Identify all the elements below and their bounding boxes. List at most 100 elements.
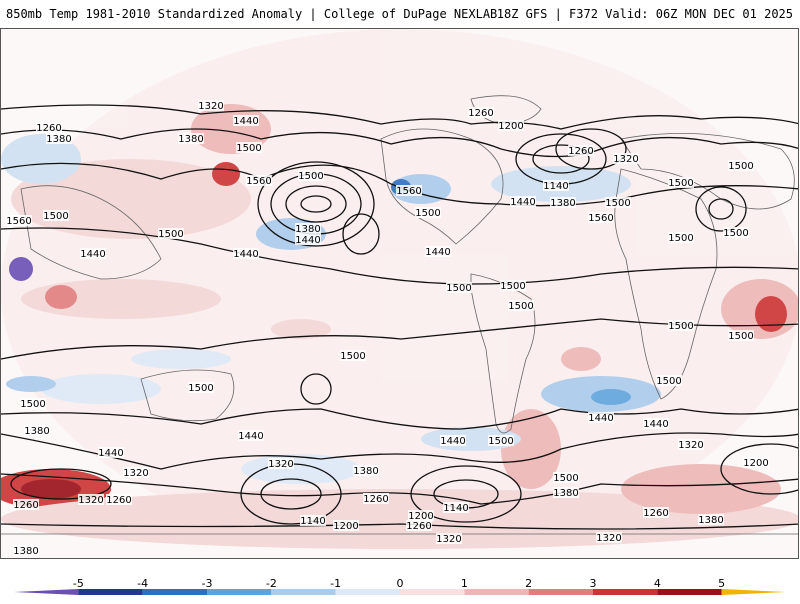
contour-label-bg [613, 153, 639, 164]
contour-label-bg [543, 180, 569, 191]
color-scale-segment [400, 589, 465, 595]
contour-label: 1500 [188, 383, 213, 394]
contour-label-bg [468, 107, 494, 118]
contour-label: 1440 [233, 249, 258, 260]
color-scale-tick-label: 5 [718, 577, 726, 590]
contour-label: 1380 [13, 546, 38, 557]
color-scale-segment [528, 589, 593, 595]
contour-label: 1500 [728, 161, 753, 172]
contour-label: 1500 [668, 321, 693, 332]
contour-label: 1500 [723, 228, 748, 239]
contour-label-bg [743, 457, 769, 468]
contour-label-bg [6, 215, 32, 226]
contour-label: 1500 [668, 178, 693, 189]
contour-label-bg [443, 502, 469, 513]
contour-label-bg [550, 197, 576, 208]
contour-label: 1320 [198, 101, 223, 112]
color-scale-tick-label: 4 [653, 577, 661, 590]
contour-label-bg [20, 398, 46, 409]
contour-label-bg [178, 133, 204, 144]
contour-label-bg [363, 493, 389, 504]
contour-label-bg [510, 196, 536, 207]
contour-label-bg [436, 533, 462, 544]
contour-label: 1200 [333, 521, 358, 532]
contour-label-bg [198, 100, 224, 111]
color-scale-segment [335, 589, 400, 595]
contour-label-bg [446, 282, 472, 293]
color-scale-bar [14, 589, 786, 595]
contour-label-bg [396, 185, 422, 196]
contour-label: 1320 [678, 440, 703, 451]
map-panel[interactable]: 1320 1440 1260 1380 1380 1500 1560 1500 1560 1500… [0, 28, 799, 559]
contour-label: 1200 [743, 458, 768, 469]
contour-label: 1440 [98, 448, 123, 459]
color-scale-segment [721, 589, 786, 595]
contour-label-bg [728, 160, 754, 171]
contour-label-bg [106, 494, 132, 505]
color-scale-tick-label: -4 [137, 577, 149, 590]
contour-label-bg [408, 510, 434, 521]
contour-label-bg [643, 418, 669, 429]
contour-label: 1260 [406, 521, 431, 532]
contour-label: 1500 [446, 283, 471, 294]
contour-label: 1440 [80, 249, 105, 260]
color-scale-tick-label: -2 [265, 577, 277, 590]
color-scale-segment [657, 589, 722, 595]
contour-label: 1140 [300, 516, 325, 527]
contour-label-bg [406, 520, 432, 531]
contour-label-bg [43, 210, 69, 221]
contour-label: 1440 [440, 436, 465, 447]
contour-label: 1500 [668, 233, 693, 244]
contour-label: 1500 [20, 399, 45, 410]
contour-label-bg [13, 545, 39, 556]
contour-label-bg [588, 212, 614, 223]
contour-label-bg [353, 465, 379, 476]
contour-label: 1500 [298, 171, 323, 182]
contour-label-bg [340, 350, 366, 361]
contour-label: 1380 [46, 134, 71, 145]
contour-label-bg [415, 207, 441, 218]
contour-label-bg [24, 425, 50, 436]
contour-label: 1500 [415, 208, 440, 219]
contour-label-bg [723, 227, 749, 238]
contour-label-bg [78, 494, 104, 505]
contour-label-bg [268, 458, 294, 469]
contour-label: 1320 [613, 154, 638, 165]
anomaly-shading [1, 29, 798, 549]
contour-label-bg [233, 115, 259, 126]
continent-outlines [1, 95, 798, 535]
contour-label: 1260 [568, 146, 593, 157]
color-scale-tick-label: -5 [72, 577, 84, 590]
contour-label: 1380 [553, 488, 578, 499]
contour-label-bg [678, 439, 704, 450]
contour-label: 1500 [553, 473, 578, 484]
contour-label: 1380 [698, 515, 723, 526]
contour-label: 1440 [643, 419, 668, 430]
color-scale-segment [207, 589, 272, 595]
contour-label-bg [698, 514, 724, 525]
contour-label-bg [498, 120, 524, 131]
color-scale-tick-label: 2 [525, 577, 533, 590]
contour-label: 1380 [178, 134, 203, 145]
contour-label-bg [568, 145, 594, 156]
contour-label: 1320 [268, 459, 293, 470]
contour-label: 1140 [443, 503, 468, 514]
color-scale-tick-label: -3 [201, 577, 213, 590]
map-title: 850mb Temp 1981-2010 Standardized Anomal… [6, 7, 498, 21]
contour-label: 1440 [295, 235, 320, 246]
contour-label: 1560 [588, 213, 613, 224]
color-scale-segment [271, 589, 336, 595]
contour-label: 1440 [425, 247, 450, 258]
contour-label-bg [668, 177, 694, 188]
contour-label: 1380 [353, 466, 378, 477]
contour-label: 1500 [605, 198, 630, 209]
contour-label: 1260 [36, 123, 61, 134]
contour-label-bg [728, 330, 754, 341]
contour-label-bg [295, 234, 321, 245]
contour-label-bg [440, 435, 466, 446]
model-run-info: 18Z GFS | F372 Valid: 06Z MON DEC 01 202… [496, 7, 793, 21]
color-scale-tick-label: 0 [396, 577, 404, 590]
contour-label: 1320 [78, 495, 103, 506]
